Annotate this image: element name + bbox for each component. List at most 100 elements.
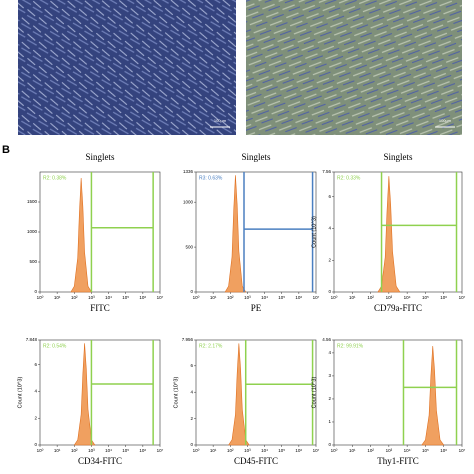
micrograph <box>18 0 236 135</box>
y-tick-label: 7.56 <box>322 169 331 174</box>
y-tick-label: 2 <box>328 257 331 262</box>
y-tick-label: 4 <box>328 350 331 355</box>
y-tick-label: 1500 <box>27 199 38 204</box>
panel-label: B <box>2 144 10 156</box>
y-tick-label: 4 <box>328 226 331 231</box>
x-tick-label: 10² <box>367 448 374 453</box>
histogram <box>377 176 401 293</box>
x-tick-label: 10¹ <box>54 448 61 453</box>
y-tick-label: 0 <box>34 442 37 447</box>
scale-bar-label: 100μm <box>214 118 227 123</box>
y-axis-label: Count (10^3) <box>311 216 317 248</box>
x-tick-label: 10⁶ <box>139 295 146 300</box>
x-tick-label: 10⁶ <box>139 448 146 453</box>
gate-label: R2: 0.38% <box>43 175 67 181</box>
y-tick-label: 0 <box>190 289 193 294</box>
y-tick-label: 500 <box>185 244 193 249</box>
x-tick-label: 10⁰ <box>193 448 200 453</box>
x-tick-label: 10⁶ <box>295 295 302 300</box>
chart-title: Singlets <box>85 152 115 162</box>
x-tick-label: 10⁷ <box>459 295 466 300</box>
x-tick-label: 10⁵ <box>278 448 285 453</box>
x-tick-label: 10⁵ <box>422 295 429 300</box>
chart-title: Singlets <box>383 152 413 162</box>
x-tick-label: 10¹ <box>54 295 61 300</box>
x-axis-label: CD79a-FITC <box>374 303 422 313</box>
x-tick-label: 10⁵ <box>278 295 285 300</box>
x-tick-label: 10² <box>227 448 234 453</box>
x-tick-label: 10¹ <box>349 448 356 453</box>
x-tick-label: 10³ <box>386 448 393 453</box>
x-tick-label: 10² <box>367 295 374 300</box>
scale-bar-label: 100μm <box>439 118 452 123</box>
x-tick-label: 10⁰ <box>193 295 200 300</box>
y-tick-label: 6 <box>328 194 331 199</box>
x-tick-label: 10⁵ <box>122 448 129 453</box>
y-tick-label: 4.56 <box>322 337 331 342</box>
histogram <box>70 177 92 293</box>
plot-frame <box>39 171 161 293</box>
plot-frame <box>195 339 317 446</box>
y-tick-label: 0 <box>328 442 331 447</box>
y-tick-label: 2 <box>34 415 37 420</box>
x-axis-label: CD34-FITC <box>78 456 122 466</box>
y-tick-label: 6 <box>190 363 193 368</box>
y-tick-label: 7.848 <box>26 337 38 342</box>
y-tick-label: 1000 <box>27 229 38 234</box>
x-tick-label: 10³ <box>88 448 95 453</box>
y-tick-label: 500 <box>29 259 37 264</box>
gate-label: R2: 0.54% <box>43 343 67 349</box>
x-tick-label: 10² <box>71 448 78 453</box>
x-tick-label: 10³ <box>244 295 251 300</box>
y-axis-label: Count (10^3) <box>173 377 179 409</box>
y-tick-label: 1 <box>328 419 331 424</box>
x-tick-label: 10⁶ <box>440 295 447 300</box>
histogram <box>224 175 247 293</box>
y-tick-label: 7.956 <box>182 337 194 342</box>
x-tick-label: 10⁴ <box>404 295 411 300</box>
gate-label: R3: 0.63% <box>199 175 223 181</box>
gate-label: R2: 0.33% <box>337 175 361 181</box>
x-axis-label: FITC <box>90 303 110 313</box>
x-tick-label: 10⁴ <box>261 295 268 300</box>
y-tick-label: 6 <box>34 362 37 367</box>
y-tick-label: 1000 <box>183 199 194 204</box>
x-tick-label: 10⁴ <box>404 448 411 453</box>
x-tick-label: 10¹ <box>210 295 217 300</box>
x-tick-label: 10³ <box>88 295 95 300</box>
y-tick-label: 4 <box>190 389 193 394</box>
plot-frame <box>333 171 463 293</box>
x-axis-label: PE <box>251 303 262 313</box>
x-tick-label: 10² <box>227 295 234 300</box>
x-tick-label: 10⁷ <box>313 295 320 300</box>
micrograph <box>246 0 462 135</box>
y-tick-label: 0 <box>190 442 193 447</box>
gate-label: R2: 2.17% <box>199 343 223 349</box>
y-axis-label: Count (10^3) <box>311 377 317 409</box>
x-tick-label: 10² <box>71 295 78 300</box>
x-tick-label: 10⁰ <box>37 448 44 453</box>
x-axis-label: CD45-FITC <box>234 456 278 466</box>
x-tick-label: 10³ <box>244 448 251 453</box>
x-tick-label: 10⁵ <box>122 295 129 300</box>
plot-frame <box>195 171 317 293</box>
y-tick-label: 0 <box>34 289 37 294</box>
x-tick-label: 10³ <box>386 295 393 300</box>
x-tick-label: 10⁷ <box>157 295 164 300</box>
histogram <box>73 343 96 446</box>
x-tick-label: 10⁰ <box>331 295 338 300</box>
x-axis-label: Thy1-FITC <box>377 456 419 466</box>
y-axis-label: Count (10^3) <box>17 377 23 409</box>
x-tick-label: 10¹ <box>210 448 217 453</box>
x-tick-label: 10⁰ <box>331 448 338 453</box>
x-tick-label: 10⁴ <box>105 295 112 300</box>
gate-label: R2: 99.91% <box>337 343 364 349</box>
x-tick-label: 10¹ <box>349 295 356 300</box>
x-tick-label: 10⁰ <box>37 295 44 300</box>
plot-frame <box>333 339 463 446</box>
x-tick-label: 10⁴ <box>105 448 112 453</box>
x-tick-label: 10⁴ <box>261 448 268 453</box>
histogram <box>421 345 445 446</box>
x-tick-label: 10⁵ <box>422 448 429 453</box>
x-tick-label: 10⁶ <box>440 448 447 453</box>
